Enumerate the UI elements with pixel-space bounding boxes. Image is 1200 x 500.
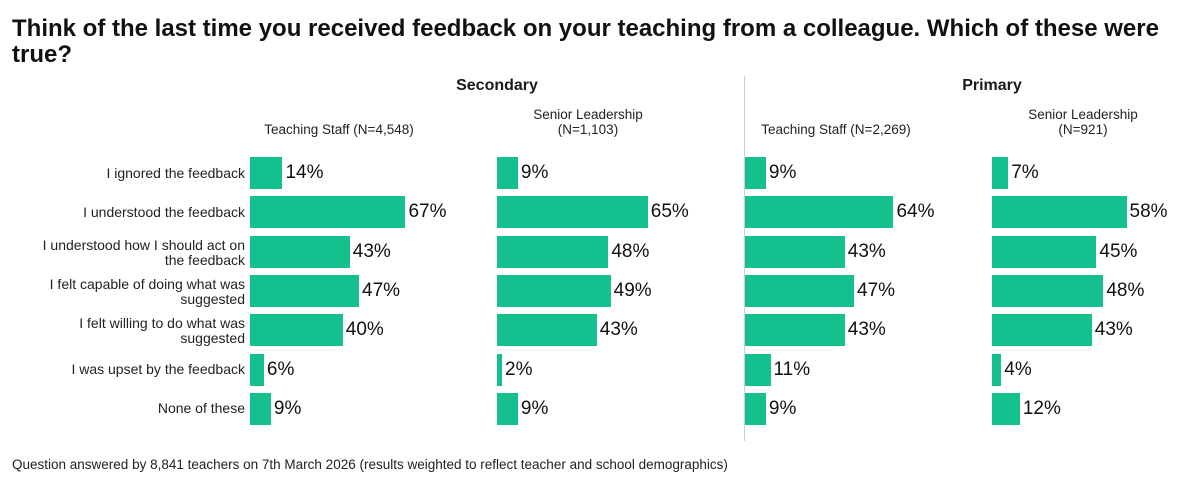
category-label: I was upset by the feedback xyxy=(71,362,245,377)
bar xyxy=(992,196,1127,229)
bar xyxy=(250,157,283,189)
category-label: None of these xyxy=(158,401,245,416)
panel-label-line: Teaching Staff (N=2,269) xyxy=(761,122,911,137)
value-label: 12% xyxy=(1022,397,1061,419)
panel-label-line: Senior Leadership xyxy=(1028,107,1138,122)
bar xyxy=(992,392,1020,425)
bar xyxy=(745,157,766,189)
panel-label-3: Teaching Staff (N=2,269) xyxy=(736,122,936,137)
bar xyxy=(250,196,406,229)
bar xyxy=(745,392,766,425)
value-label: 9% xyxy=(768,397,797,419)
value-label: 6% xyxy=(266,358,295,380)
category-label: I understood the feedback xyxy=(83,203,245,220)
panel-label-4: Senior Leadership (N=921) xyxy=(983,107,1183,137)
bar xyxy=(497,196,648,229)
value-label: 43% xyxy=(352,240,391,262)
value-label: 43% xyxy=(599,319,638,341)
value-label: 2% xyxy=(505,358,533,380)
bar xyxy=(745,235,845,268)
category-label-line: the feedback xyxy=(164,251,245,268)
value-label: 45% xyxy=(1099,240,1138,262)
bar xyxy=(497,353,502,386)
bar xyxy=(992,353,1002,386)
category-label-line: I understood how I should act on xyxy=(42,236,245,253)
bar xyxy=(497,392,518,425)
category-label-line: I understood the feedback xyxy=(83,203,245,220)
bar xyxy=(497,235,609,268)
category-label-line: I ignored the feedback xyxy=(106,164,245,181)
category-label: I ignored the feedback xyxy=(106,164,245,181)
value-label: 4% xyxy=(1004,358,1032,380)
category-label: I felt willing to do what was suggested xyxy=(79,316,245,346)
bar xyxy=(250,274,360,307)
section-title-primary: Primary xyxy=(962,77,1022,94)
value-label: 64% xyxy=(896,201,935,223)
panel-label-line: Teaching Staff (N=4,548) xyxy=(264,122,414,137)
bar xyxy=(250,353,264,386)
category-label: I felt capable of doing what was suggeste… xyxy=(49,275,245,307)
panel-label-line: Senior Leadership xyxy=(533,107,643,122)
bar xyxy=(250,235,350,268)
bar xyxy=(497,274,611,307)
bar xyxy=(992,157,1009,189)
bar xyxy=(745,274,855,307)
footnote: Question answered by 8,841 teachers on 7… xyxy=(12,457,728,472)
category-label-line: None of these xyxy=(157,400,245,417)
value-label: 43% xyxy=(847,240,886,262)
value-label: 7% xyxy=(1011,162,1039,183)
bar xyxy=(497,157,518,189)
bar xyxy=(250,314,343,347)
value-label: 9% xyxy=(520,162,549,183)
category-label-line: suggested xyxy=(180,330,245,347)
bar xyxy=(992,274,1104,307)
category-label-line: I felt willing to do what was xyxy=(79,315,245,332)
category-label: I understood how I should act on the feed… xyxy=(42,236,245,268)
bar xyxy=(992,314,1092,347)
value-label: 9% xyxy=(520,397,549,419)
bar xyxy=(497,314,597,347)
value-label: 40% xyxy=(345,319,384,341)
panel-label-line: (N=921) xyxy=(1058,122,1108,137)
bar xyxy=(745,196,894,229)
bar xyxy=(745,314,845,347)
value-label: 47% xyxy=(857,279,896,301)
value-label: 9% xyxy=(273,397,302,419)
section-title-secondary: Secondary xyxy=(456,77,538,94)
panel-label-1: Teaching Staff (N=4,548) xyxy=(239,122,439,137)
chart-title: Think of the last time you received feed… xyxy=(12,15,1159,68)
section-divider xyxy=(744,76,745,441)
value-label: 47% xyxy=(362,279,401,301)
bar xyxy=(745,353,771,386)
category-label-line: suggested xyxy=(180,290,245,307)
category-label-line: I felt capable of doing what was xyxy=(49,275,245,292)
value-label: 43% xyxy=(847,319,886,341)
value-label: 48% xyxy=(1106,279,1145,301)
value-label: 58% xyxy=(1129,201,1168,223)
value-label: 14% xyxy=(285,162,324,183)
bar xyxy=(992,235,1097,268)
value-label: 67% xyxy=(408,201,447,223)
value-label: 49% xyxy=(613,279,652,301)
value-label: 48% xyxy=(611,240,650,262)
panel-label-2: Senior Leadership (N=1,103) xyxy=(488,107,688,137)
category-label-line: I was upset by the feedback xyxy=(71,361,245,377)
value-label: 65% xyxy=(650,201,689,223)
value-label: 11% xyxy=(773,358,811,380)
panel-label-line: (N=1,103) xyxy=(557,122,619,137)
value-label: 9% xyxy=(768,162,797,183)
value-label: 43% xyxy=(1094,319,1133,341)
bar xyxy=(250,392,271,425)
